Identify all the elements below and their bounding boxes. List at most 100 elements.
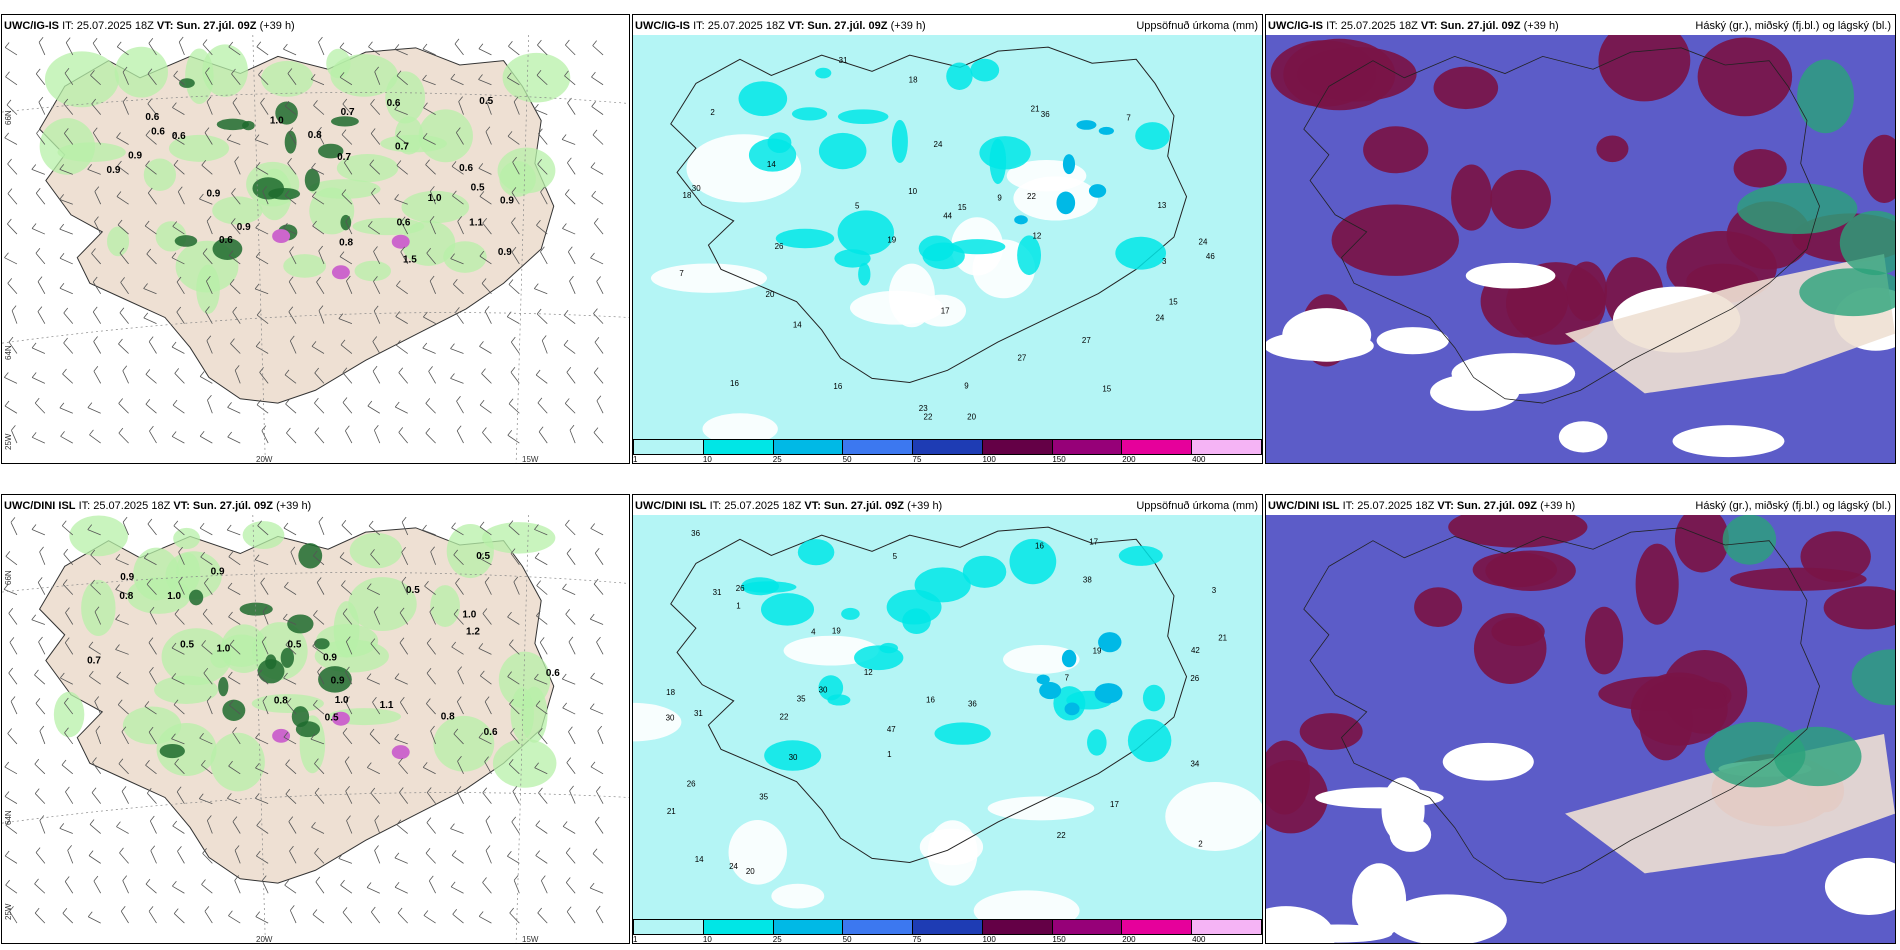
wind-barb-flag <box>398 367 404 373</box>
wind-barb-flag <box>117 219 123 226</box>
clear-area <box>1824 857 1895 915</box>
wind-barb <box>283 736 297 745</box>
wind-barb <box>535 825 548 834</box>
wind-barb-flag <box>568 726 573 732</box>
precip-heavy-area <box>179 78 195 88</box>
wind-barb <box>31 619 46 625</box>
wind-barb-flag <box>510 336 516 343</box>
wind-barb <box>426 792 436 804</box>
wind-barb <box>6 104 18 115</box>
wind-barb-flag <box>565 847 571 853</box>
wind-barb <box>373 281 381 294</box>
panel-dini-precip: UWC/DINI ISL IT: 25.07.2025 18Z VT: Sun.… <box>632 494 1263 944</box>
precip-value-label: 30 <box>666 714 675 723</box>
wind-barb-flag <box>121 786 127 792</box>
wind-barb <box>289 251 297 265</box>
wind-barb <box>510 553 520 566</box>
wind-barb <box>147 103 157 115</box>
wind-barb <box>116 826 129 834</box>
wind-barb-flag <box>596 395 602 401</box>
wind-barb <box>593 372 604 384</box>
wind-barb-flag <box>451 850 457 856</box>
wind-barb <box>341 524 353 536</box>
wind-barb-flag <box>372 696 377 703</box>
wind-barb-flag <box>201 879 206 885</box>
wind-barb <box>566 911 576 924</box>
wind-barb-flag <box>255 732 260 739</box>
wind-barb-flag <box>478 43 484 50</box>
wind-barb-flag <box>37 306 43 312</box>
precip-value-label: 20 <box>766 290 775 299</box>
wind-barb-flag <box>9 906 14 912</box>
wind-barb <box>372 702 381 715</box>
wind-barb-flag <box>63 548 69 555</box>
wind-barb <box>345 671 353 685</box>
wind-barb-flag <box>117 160 122 167</box>
wind-barb-flag <box>147 98 153 104</box>
wind-barb-flag <box>4 850 10 857</box>
wind-barb-flag <box>89 819 95 825</box>
wind-barb <box>564 403 576 414</box>
wind-barb <box>145 764 157 775</box>
wind-barb-flag <box>115 614 120 620</box>
precip-value-label: 0.5 <box>325 713 339 724</box>
wind-barb <box>7 163 18 175</box>
wind-barb-flag <box>596 786 601 792</box>
wind-barb <box>37 582 46 595</box>
wind-barb-flag <box>456 127 461 133</box>
precip-value-label: 27 <box>1017 353 1026 362</box>
wind-barb-flag <box>230 218 236 224</box>
wind-barb-flag <box>590 672 595 679</box>
wind-barb-flag <box>422 524 427 531</box>
wind-barb <box>37 311 46 324</box>
wind-barb <box>316 582 325 595</box>
wind-barb <box>65 791 74 804</box>
wind-barb <box>255 256 269 265</box>
wind-barb <box>262 701 269 715</box>
wind-barb-flag <box>287 158 292 164</box>
precip-extreme-area <box>391 745 410 760</box>
wind-barb <box>5 884 18 894</box>
valid-time: VT: Sun. 27.júl. 09Z <box>1437 500 1537 512</box>
lead-time: (+39 h) <box>259 20 295 32</box>
wind-barb <box>566 553 576 565</box>
wind-barb <box>563 314 576 324</box>
wind-barb-flag <box>396 160 402 166</box>
precip-value-label: 21 <box>1218 634 1227 643</box>
wind-barb-flag <box>31 223 37 229</box>
wind-barb-flag <box>479 191 485 197</box>
wind-barb <box>482 222 492 235</box>
wind-barb-flag <box>63 98 69 105</box>
precip-light-area <box>53 691 85 738</box>
lead-time: (+39 h) <box>890 20 926 32</box>
wind-barb <box>62 373 74 384</box>
wind-barb <box>149 820 157 834</box>
wind-barb <box>261 641 269 655</box>
precip-light-area <box>69 515 128 557</box>
wind-barb <box>479 346 492 354</box>
precip-heavy-area <box>252 177 285 200</box>
wind-barb <box>314 372 325 384</box>
precip-value-label: 31 <box>839 56 848 65</box>
wind-barb-flag <box>590 761 596 768</box>
wind-barb <box>314 792 325 804</box>
wind-barb <box>368 525 381 536</box>
wind-barb-flag <box>509 907 514 914</box>
wind-barb <box>453 283 464 295</box>
wind-barb-flag <box>257 520 262 526</box>
wind-barb-flag <box>423 311 428 318</box>
wind-barb <box>94 611 102 625</box>
wind-barb <box>456 701 464 715</box>
wind-barb-flag <box>451 522 456 528</box>
precip-10-25-area <box>1118 545 1163 566</box>
wind-barb-flag <box>234 845 240 851</box>
precip-value-label: 1.0 <box>335 695 349 706</box>
wind-barb-flag <box>513 875 519 881</box>
map-svg: 1471091516121523131715202718462227442430… <box>633 35 1262 439</box>
wind-barb <box>507 616 520 625</box>
wind-barb-flag <box>256 309 262 316</box>
wind-barb <box>455 583 464 595</box>
wind-barb <box>370 103 381 115</box>
wind-barb <box>283 527 297 536</box>
wind-barb-flag <box>454 38 460 45</box>
